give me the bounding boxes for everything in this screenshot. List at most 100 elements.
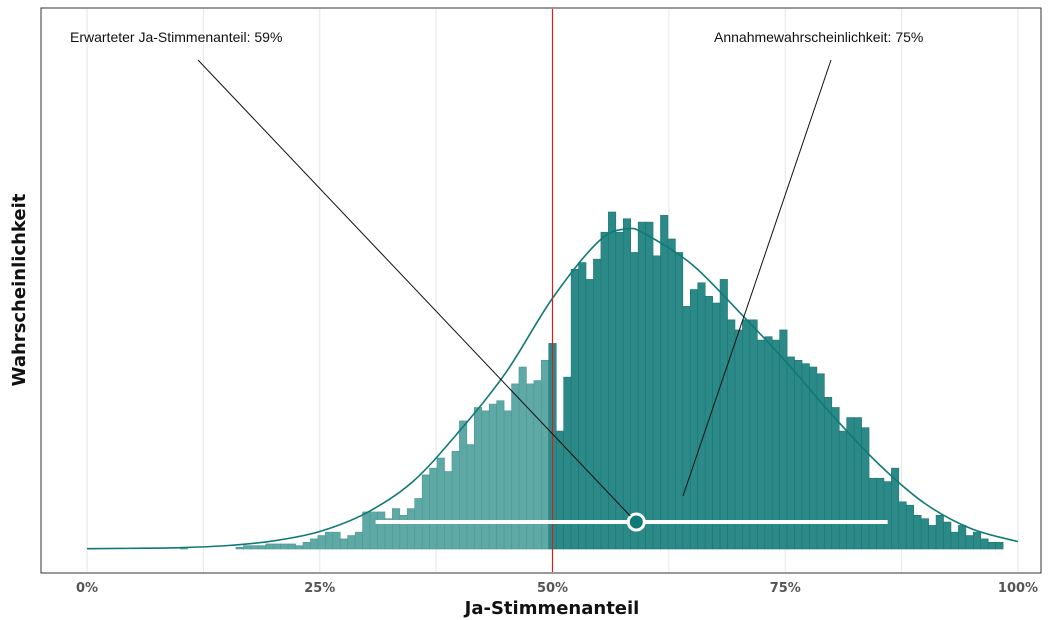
histogram-bar: [824, 397, 833, 550]
histogram-bar: [928, 525, 937, 550]
histogram-bar: [317, 535, 326, 550]
histogram-bar: [719, 279, 728, 550]
x-tick-label: 100%: [998, 581, 1038, 596]
histogram-bar: [645, 221, 654, 550]
histogram-bar: [876, 477, 885, 550]
histogram-bar: [861, 427, 870, 550]
plot-frame: [40, 7, 1042, 574]
histogram-bar: [757, 339, 766, 550]
histogram-bar: [503, 410, 512, 550]
histogram-bar: [883, 481, 892, 550]
histogram-bar: [935, 514, 944, 550]
histogram-bar: [354, 531, 363, 550]
histogram-bar: [459, 420, 468, 550]
histogram-bar: [682, 306, 691, 550]
histogram-bar: [473, 407, 483, 550]
histogram-bar: [905, 504, 915, 550]
histogram-bar: [272, 543, 281, 550]
histogram-bar: [362, 511, 371, 550]
x-tick-label: 25%: [304, 581, 335, 596]
histogram-bar: [771, 339, 780, 550]
histogram-bar: [287, 543, 296, 550]
histogram-bar: [392, 508, 401, 550]
histogram-bar: [280, 543, 289, 550]
histogram-bar: [250, 545, 259, 550]
histogram-bar: [965, 535, 974, 550]
density-curve: [86, 227, 1019, 550]
histogram-bar: [637, 221, 646, 550]
histogram-bar: [630, 252, 639, 550]
x-axis-label: Ja-Stimmenanteil: [463, 598, 640, 619]
histogram-bar: [764, 336, 773, 550]
histogram-bar: [980, 538, 989, 550]
histogram-bar: [511, 383, 520, 550]
histogram-bar: [481, 410, 490, 550]
histogram-bar: [660, 215, 669, 550]
histogram-bar: [943, 521, 952, 550]
histogram-bar: [265, 543, 274, 550]
histogram-bar: [667, 238, 676, 550]
histogram-bar: [868, 477, 877, 550]
x-tick-label: 75%: [770, 581, 801, 596]
histogram-bar: [831, 407, 840, 550]
histogram-bar: [712, 302, 721, 550]
histogram-bar: [235, 547, 244, 550]
histogram-bar: [377, 511, 386, 550]
histogram-bar: [704, 295, 713, 550]
histogram-bar: [339, 538, 348, 550]
histogram-bar: [950, 531, 959, 550]
histogram-bar: [622, 218, 632, 550]
histogram-bar: [444, 471, 453, 550]
histogram-bar: [973, 531, 982, 550]
histogram-bar: [526, 383, 535, 550]
probability-annotation-leader: [682, 59, 832, 497]
histogram-bar: [652, 255, 661, 550]
histogram-bar: [555, 430, 564, 550]
histogram-bar: [578, 262, 587, 550]
histogram-bar: [987, 541, 996, 550]
histogram-bar: [496, 400, 505, 550]
expected-annotation: Erwarteter Ja-Stimmenanteil: 59%: [70, 29, 282, 45]
histogram-bar: [570, 268, 579, 550]
histogram-bar: [838, 430, 847, 550]
histogram-bar: [749, 319, 758, 550]
histogram-bar: [332, 531, 341, 550]
probability-annotation: Annahmewahrscheinlichkeit: 75%: [714, 29, 923, 45]
histogram-bars: [179, 211, 1004, 550]
histogram-bar: [600, 231, 609, 550]
histogram-bar: [995, 541, 1004, 550]
histogram-bar: [436, 457, 445, 550]
histogram-bar: [853, 417, 862, 550]
histogram-bar: [958, 525, 967, 550]
x-tick-label: 50%: [537, 581, 568, 596]
histogram-bar: [258, 545, 267, 550]
expected-share-point: [626, 512, 646, 532]
histogram-bar: [325, 531, 334, 550]
histogram-bar: [243, 545, 252, 550]
histogram-bar: [488, 403, 497, 550]
histogram-bar: [742, 319, 751, 550]
histogram-bar: [429, 467, 438, 550]
histogram-bar: [466, 444, 475, 550]
histogram-bar: [689, 289, 699, 550]
histogram-bar: [406, 508, 416, 550]
histogram-bar: [913, 514, 922, 550]
x-tick-label: 0%: [76, 581, 98, 596]
expected-annotation-leader: [197, 59, 631, 517]
histogram-bar: [302, 541, 311, 550]
histogram-bar: [920, 518, 929, 550]
histogram-bar: [369, 511, 378, 550]
histogram-bar: [898, 501, 907, 550]
x-tick-labels: 0% 25% 50% 75% 100%: [76, 581, 1038, 596]
y-axis-label: Wahrscheinlichkeit: [9, 193, 30, 386]
histogram-bar: [295, 545, 304, 550]
histogram-bar: [593, 258, 602, 550]
histogram-bar: [585, 279, 594, 550]
histogram-bar: [608, 211, 617, 550]
histogram-bar: [347, 535, 356, 550]
histogram-bar: [734, 329, 743, 550]
histogram-bar: [421, 474, 430, 550]
histogram-bar: [451, 450, 460, 550]
histogram-bar: [697, 282, 706, 550]
